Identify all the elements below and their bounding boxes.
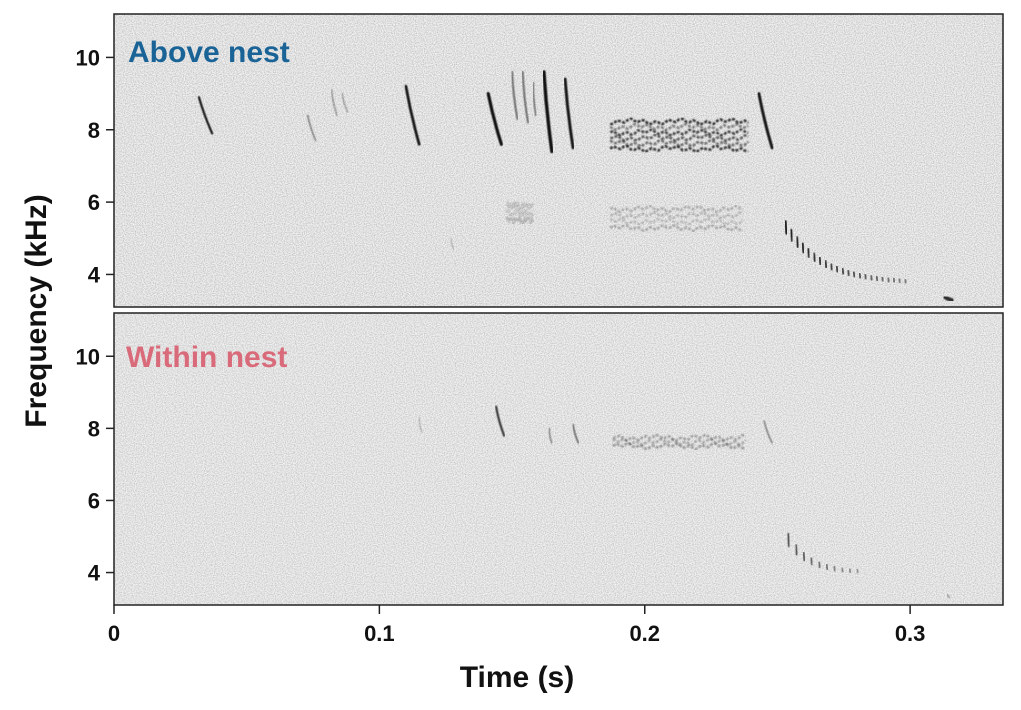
spectro-trill-0-0 xyxy=(784,220,788,235)
y-axis-title: Frequency (kHz) xyxy=(20,194,53,427)
y-tick-label-1-1: 6 xyxy=(88,488,100,513)
spectro-trill-0-4 xyxy=(806,247,811,259)
spectro-band-0-2-strand xyxy=(505,206,535,221)
spectro-trill-1-4 xyxy=(817,560,822,569)
spectro-sweep-0-5 xyxy=(486,92,503,146)
y-tick-label-1-3: 10 xyxy=(76,344,100,369)
spectro-trill-1-5 xyxy=(825,563,829,571)
spectro-sweep-0-14 xyxy=(450,237,455,250)
spectro-trill-1-7 xyxy=(840,566,845,574)
spectro-trill-0-13 xyxy=(857,272,862,280)
spectro-band-0-2-strand xyxy=(505,213,535,228)
spectro-trill-0-14 xyxy=(863,273,868,281)
spectro-trill-0-6 xyxy=(818,256,823,266)
panel-above-nest: Above nest xyxy=(113,13,1004,308)
spectro-band-1-0-strand xyxy=(612,441,746,451)
spectro-sweep-1-6 xyxy=(946,593,951,599)
spectro-sweep-0-0 xyxy=(197,96,214,135)
panel-above-frame xyxy=(113,13,1004,308)
spectro-trill-0-10 xyxy=(840,267,845,276)
spectro-trill-0-2 xyxy=(795,236,800,249)
spectro-trill-1-8 xyxy=(848,567,852,574)
spectro-band-0-0-strand xyxy=(609,116,749,127)
spectro-trill-0-15 xyxy=(869,274,874,282)
spectro-trill-1-3 xyxy=(809,556,814,566)
spectro-sweep-0-8 xyxy=(532,81,537,117)
spectro-sweep-0-2 xyxy=(330,89,338,117)
x-tick-label-2: 0.2 xyxy=(629,621,660,646)
spectro-trill-0-5 xyxy=(812,252,817,263)
spectro-sweep-0-11 xyxy=(757,92,774,150)
spectro-sweep-1-2 xyxy=(548,427,553,444)
panel-above-noise xyxy=(114,14,1003,307)
y-tick-label-1-0: 4 xyxy=(88,561,101,586)
spectro-band-0-1-strand xyxy=(609,223,744,233)
panel-within-marks xyxy=(418,405,951,599)
y-tick-label-0-1: 6 xyxy=(88,190,100,215)
panel-within-nest: Within nest xyxy=(113,312,1004,606)
y-tick-label-1-2: 8 xyxy=(88,416,100,441)
spectro-trill-0-3 xyxy=(801,242,806,254)
x-axis-title: Time (s) xyxy=(460,661,574,694)
spectro-trill-0-21 xyxy=(903,278,908,285)
spectro-trill-0-8 xyxy=(829,262,834,272)
axes: 4 6 8 10 4 6 8 10 0 0.1 0.2 0.3 xyxy=(76,45,926,646)
spectro-trill-1-9 xyxy=(855,568,860,575)
spectro-trill-1-0 xyxy=(786,532,791,548)
spectro-trill-1-6 xyxy=(832,565,837,573)
y-tick-label-0-3: 10 xyxy=(76,45,100,70)
y-tick-label-0-0: 4 xyxy=(88,262,101,287)
spectro-band-0-1-strand xyxy=(609,217,744,227)
spectro-trill-1-2 xyxy=(802,551,806,562)
spectro-trill-0-17 xyxy=(880,276,885,283)
spectro-trill-0-1 xyxy=(789,228,794,242)
spectro-sweep-0-4 xyxy=(404,84,421,146)
spectro-sweep-0-13 xyxy=(942,294,955,303)
spectro-band-0-0-strand xyxy=(609,122,749,132)
spectro-sweep-0-10 xyxy=(563,77,575,150)
spectro-sweep-1-4 xyxy=(763,420,773,444)
spectro-sweep-0-7 xyxy=(521,70,529,124)
spectro-trill-1-1 xyxy=(794,543,799,556)
spectro-band-1-0-strand xyxy=(612,433,747,443)
spectro-sweep-1-3 xyxy=(572,423,580,444)
x-tick-label-3: 0.3 xyxy=(895,621,926,646)
spectro-band-0-0-strand xyxy=(609,133,749,143)
spectro-sweep-0-6 xyxy=(511,70,519,120)
spectro-sweep-0-1 xyxy=(306,114,317,142)
spectro-band-0-0-strand xyxy=(609,138,750,149)
spectro-sweep-1-0 xyxy=(418,416,423,433)
spectro-trill-0-7 xyxy=(823,259,828,269)
panel-within-noise xyxy=(114,313,1003,605)
spectro-trill-0-19 xyxy=(892,277,896,284)
panel-within-frame xyxy=(113,312,1004,606)
x-tick-label-0: 0 xyxy=(108,621,120,646)
spectro-trill-0-16 xyxy=(875,275,879,282)
y-tick-label-0-2: 8 xyxy=(88,118,100,143)
panel-label-within: Within nest xyxy=(126,341,287,374)
spectro-trill-0-11 xyxy=(846,269,851,277)
panel-label-above: Above nest xyxy=(128,36,290,69)
panel-above-marks xyxy=(197,70,955,303)
spectro-trill-0-18 xyxy=(886,276,891,284)
spectro-sweep-0-9 xyxy=(542,70,554,154)
spectro-trill-0-9 xyxy=(835,265,840,274)
spectro-sweep-1-1 xyxy=(495,405,506,437)
spectro-band-0-0-strand xyxy=(609,127,749,137)
spectro-band-0-1-strand xyxy=(610,210,744,220)
spectro-band-0-2-strand xyxy=(505,198,535,213)
spectro-sweep-0-3 xyxy=(341,92,349,113)
spectro-trill-0-20 xyxy=(897,277,902,284)
spectro-band-0-1-strand xyxy=(609,204,744,214)
x-tick-label-1: 0.1 xyxy=(364,621,395,646)
spectro-trill-0-12 xyxy=(852,270,857,279)
